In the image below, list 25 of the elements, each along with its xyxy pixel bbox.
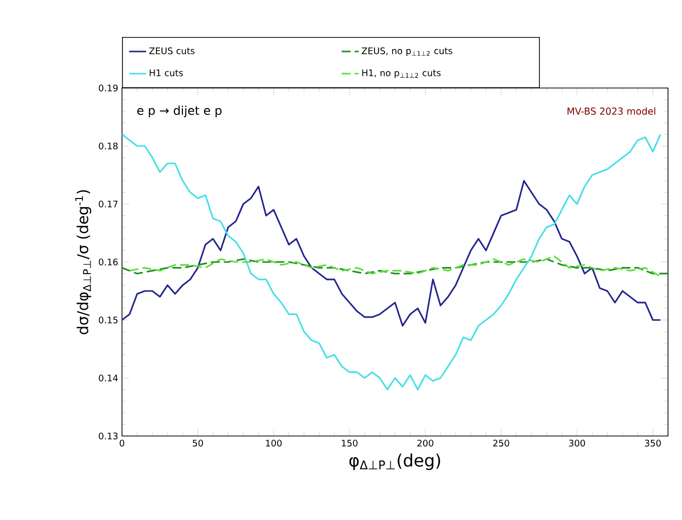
x-tick-label: 300 (569, 440, 585, 447)
x-tick-label: 50 (192, 440, 203, 447)
y-axis-title: dσ/dφ$_{Δ⊥P⊥}$/σ (deg$^{-1}$) (75, 190, 92, 334)
x-axis-title: φ$_{Δ⊥P⊥}$(deg) (349, 454, 440, 470)
legend-label: H1 cuts (150, 70, 183, 76)
y-tick-label: 0.19 (98, 84, 118, 92)
annotation: MV-BS 2023 model (568, 107, 656, 115)
line-series (128, 255, 662, 278)
legend-label: ZEUS, no p$_{⊥1⊥2}$ cuts (362, 47, 452, 56)
y-tick-label: 0.15 (98, 316, 118, 324)
x-tick-label: 100 (266, 440, 282, 447)
y-tick-label: 0.18 (98, 142, 118, 150)
y-tick-label: 0.16 (98, 258, 118, 266)
legend-label: H1, no p$_{⊥1⊥2}$ cuts (362, 70, 441, 78)
annotation: e p → dijet e p (137, 106, 222, 118)
y-tick-label: 0.13 (98, 432, 118, 440)
x-tick-label: 200 (417, 440, 434, 447)
x-tick-label: 0 (120, 440, 124, 447)
x-tick-label: 250 (493, 440, 510, 447)
line-series (122, 180, 662, 327)
y-tick-label: 0.14 (98, 374, 118, 382)
legend-label: ZEUS cuts (149, 47, 194, 54)
y-tick-label: 0.17 (98, 200, 118, 208)
x-tick-label: 150 (342, 440, 358, 447)
x-tick-label: 350 (644, 440, 661, 447)
